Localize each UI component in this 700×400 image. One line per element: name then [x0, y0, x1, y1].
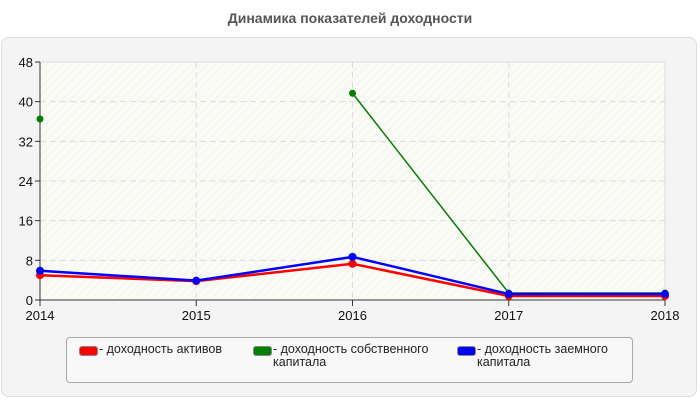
- legend-label: - доходность активов: [99, 342, 222, 356]
- gridlines: [40, 62, 665, 300]
- data-point[interactable]: [348, 252, 357, 261]
- legend-label: - доходность собственного капитала: [273, 342, 429, 369]
- series-lines: [36, 89, 669, 301]
- y-tick-label: 32: [19, 134, 33, 149]
- legend-label: - доходность заемного капитала: [477, 342, 608, 369]
- legend-swatch-blue: [457, 346, 476, 356]
- x-tick-label: 2016: [338, 308, 367, 323]
- data-point[interactable]: [504, 290, 513, 299]
- y-tick-label: 48: [19, 55, 33, 70]
- data-point[interactable]: [349, 89, 356, 97]
- y-tick-label: 8: [26, 253, 33, 268]
- x-tick-label: 2015: [182, 308, 211, 323]
- axes: 0 8 16 24 32 40 48 2014 2015 2016 2017 2018: [19, 55, 680, 323]
- chart-title: Динамика показателей доходности: [227, 10, 473, 26]
- y-tick-label: 24: [19, 174, 33, 189]
- data-point[interactable]: [661, 290, 669, 299]
- legend: - доходность активов - доходность собств…: [66, 337, 633, 383]
- y-tick-label: 40: [19, 95, 33, 110]
- data-point[interactable]: [348, 259, 357, 268]
- x-tick-label: 2018: [651, 308, 680, 323]
- x-tick-label: 2014: [26, 308, 55, 323]
- y-tick-label: 16: [19, 214, 33, 229]
- data-point[interactable]: [192, 276, 201, 285]
- y-tick-label: 0: [26, 293, 33, 308]
- data-point[interactable]: [36, 115, 44, 123]
- data-point[interactable]: [36, 266, 44, 275]
- x-tick-label: 2017: [494, 308, 523, 323]
- legend-swatch-green: [253, 346, 272, 356]
- legend-swatch-red: [79, 346, 98, 356]
